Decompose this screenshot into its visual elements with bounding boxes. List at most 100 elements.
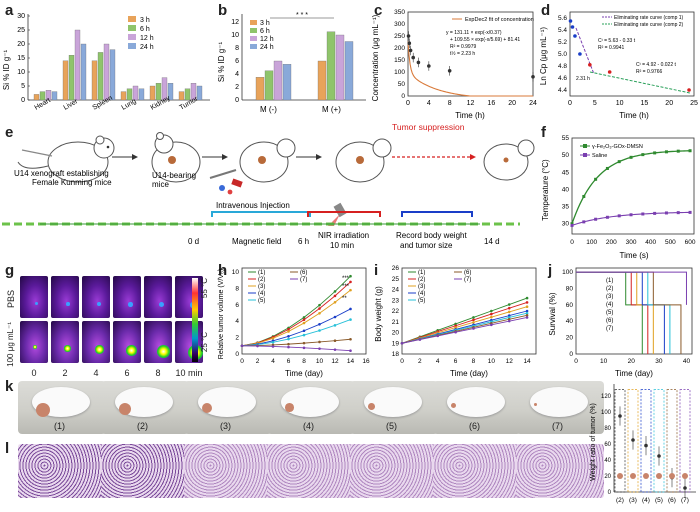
panel-a-legend-label: 12 h: [140, 35, 154, 42]
panel-m-tumor-icon: [682, 473, 688, 479]
bearing-line2: mice: [152, 180, 169, 189]
panel-f-ytick: 30: [562, 221, 570, 228]
panel-label-j: j: [548, 262, 553, 279]
panel-f-ytick: 45: [562, 169, 570, 176]
panel-e-schematic: Tumor suppression U14 xenograft establis…: [2, 122, 535, 250]
panel-f-point-2: [570, 223, 574, 227]
panel-m-ytick: 20: [604, 474, 611, 480]
panel-i-ytick: 23: [392, 297, 400, 304]
panel-f-point-2: [688, 210, 692, 214]
panel-label-k: k: [5, 378, 14, 395]
mouse-photo-label: (7): [552, 421, 563, 431]
panel-g-thermal: PBS 100 μg mL⁻¹ 55 °C 25 °C 0 2 4 6 8 10 min: [6, 276, 216, 378]
panel-f-ytick: 40: [562, 186, 570, 193]
mouse-photo-label: (4): [303, 421, 314, 431]
panel-a-bar: [109, 49, 116, 101]
panel-c-ytick: 200: [394, 45, 405, 52]
panel-m-ytick: 60: [604, 442, 611, 448]
panel-d-chart: Ln Cp (μg mL⁻¹) 4.4 4.6 4.8 5.0 5.2 5.4 5.6 El…: [539, 11, 698, 120]
panel-j-series: [576, 271, 687, 305]
panel-h-series: [241, 308, 351, 347]
panel-d-xtick: 10: [616, 100, 624, 107]
panel-j-legend-label: (3): [606, 294, 613, 300]
panel-a-ytick: 0: [21, 97, 25, 104]
panel-d-point: [578, 52, 582, 56]
panel-h-legend-label: (3): [258, 284, 265, 290]
panel-c-point: [531, 75, 535, 79]
panel-a-bar: [120, 91, 127, 101]
panel-j-xtick: 40: [683, 358, 691, 365]
panel-f-xtick: 200: [606, 239, 617, 246]
panel-m-ytick: 80: [604, 426, 611, 432]
panel-h-xtick: 12: [331, 358, 339, 365]
panel-h-xtick: 2: [256, 358, 260, 365]
panel-m-ylabel: Weight ratio of tumor (%): [590, 403, 597, 481]
panel-f-point-1: [594, 177, 598, 181]
panel-d-ytick: 4.8: [558, 63, 567, 70]
panel-h-ytick: 8: [235, 285, 239, 292]
panel-b-legend-label: 24 h: [260, 44, 274, 51]
panel-a-bar: [39, 91, 46, 101]
panel-k-photos: (1) (2) (3) (4) (5) (6) (7): [18, 381, 604, 443]
panel-i-series: [401, 301, 528, 344]
panel-i-xtick: 14: [523, 358, 531, 365]
panel-d-xtick: 5: [593, 100, 597, 107]
panel-f-point-2: [617, 214, 621, 218]
panel-h-legend-label: (4): [258, 291, 265, 297]
panel-d-point: [568, 19, 573, 23]
panel-d-ytick: 5.0: [558, 51, 567, 58]
panel-h-series: [241, 319, 351, 347]
histology-image: (1): [18, 444, 106, 498]
panel-c-r2: R² = 0.9979: [450, 44, 476, 50]
record-line2: and tumor size: [400, 241, 453, 250]
panel-m-tumor-icon: [630, 473, 636, 479]
panel-m-xtick: (5): [655, 497, 663, 504]
magnetic-field-label: Magnetic field: [232, 237, 281, 246]
panel-l-histology: (1)(2)(3)(4)(5)(6)(7): [18, 444, 604, 510]
panel-d-comp2-line: [589, 71, 691, 94]
panel-m-xtick: (7): [681, 497, 689, 504]
panel-c-ytick: 0: [401, 93, 405, 100]
panel-d-point: [588, 63, 592, 67]
panel-j-legend-label: (2): [606, 286, 613, 292]
panel-j-xlabel: Time (day): [615, 369, 653, 378]
panel-c-ytick: 300: [394, 21, 405, 28]
panel-j-xtick: 0: [574, 358, 578, 365]
panel-f-point-2: [582, 220, 586, 224]
panel-a-legend-swatch: [128, 16, 136, 22]
panel-b-xtick: M (+): [322, 105, 341, 114]
panel-d-ylabel: Ln Cp (μg mL⁻¹): [539, 27, 548, 86]
panel-m-tumor-icon: [643, 473, 649, 479]
intravenous-label: Intravenous Injection: [216, 201, 290, 210]
thermal-row-label-pbs: PBS: [6, 290, 16, 309]
panel-c-ytick: 50: [398, 81, 406, 88]
panel-b-legend-swatch: [250, 44, 257, 49]
histology-image: (5): [350, 444, 438, 498]
panel-m-box: [627, 389, 639, 493]
panel-h-ytick: 6: [235, 302, 239, 309]
mouse-photo-label: (2): [137, 421, 148, 431]
panel-f-xtick: 600: [685, 239, 696, 246]
thermal-image-pbs: [51, 276, 79, 318]
panel-label-c: c: [374, 2, 383, 19]
bearing-line1: U14-bearing: [152, 171, 196, 180]
panel-h-legend-label: (1): [258, 270, 265, 276]
panel-m-box: [640, 389, 652, 493]
panel-label-l: l: [5, 440, 10, 457]
panel-h-xtick: 4: [271, 358, 275, 365]
panel-b-bar: [255, 77, 265, 101]
panel-m-chart: Weight ratio of tumor (%) 0 20 40 60 80 100 12…: [590, 384, 696, 504]
panel-c-xtick: 24: [529, 100, 537, 107]
panel-b-bar: [326, 31, 336, 101]
panel-a-bar: [91, 60, 98, 101]
panel-c-fit-curve: [407, 41, 533, 97]
panel-i-legend-label: (3): [418, 284, 425, 290]
mouse-illustration-5: [483, 139, 535, 181]
panel-c-xtick: 12: [467, 100, 475, 107]
panel-b-ytick: 2: [235, 84, 239, 91]
panel-a-bar: [196, 85, 203, 101]
panel-a-bar: [161, 77, 168, 101]
panel-c-xtick: 20: [508, 100, 516, 107]
panel-f-point-2: [629, 213, 633, 217]
panel-i-ytick: 21: [392, 319, 400, 326]
